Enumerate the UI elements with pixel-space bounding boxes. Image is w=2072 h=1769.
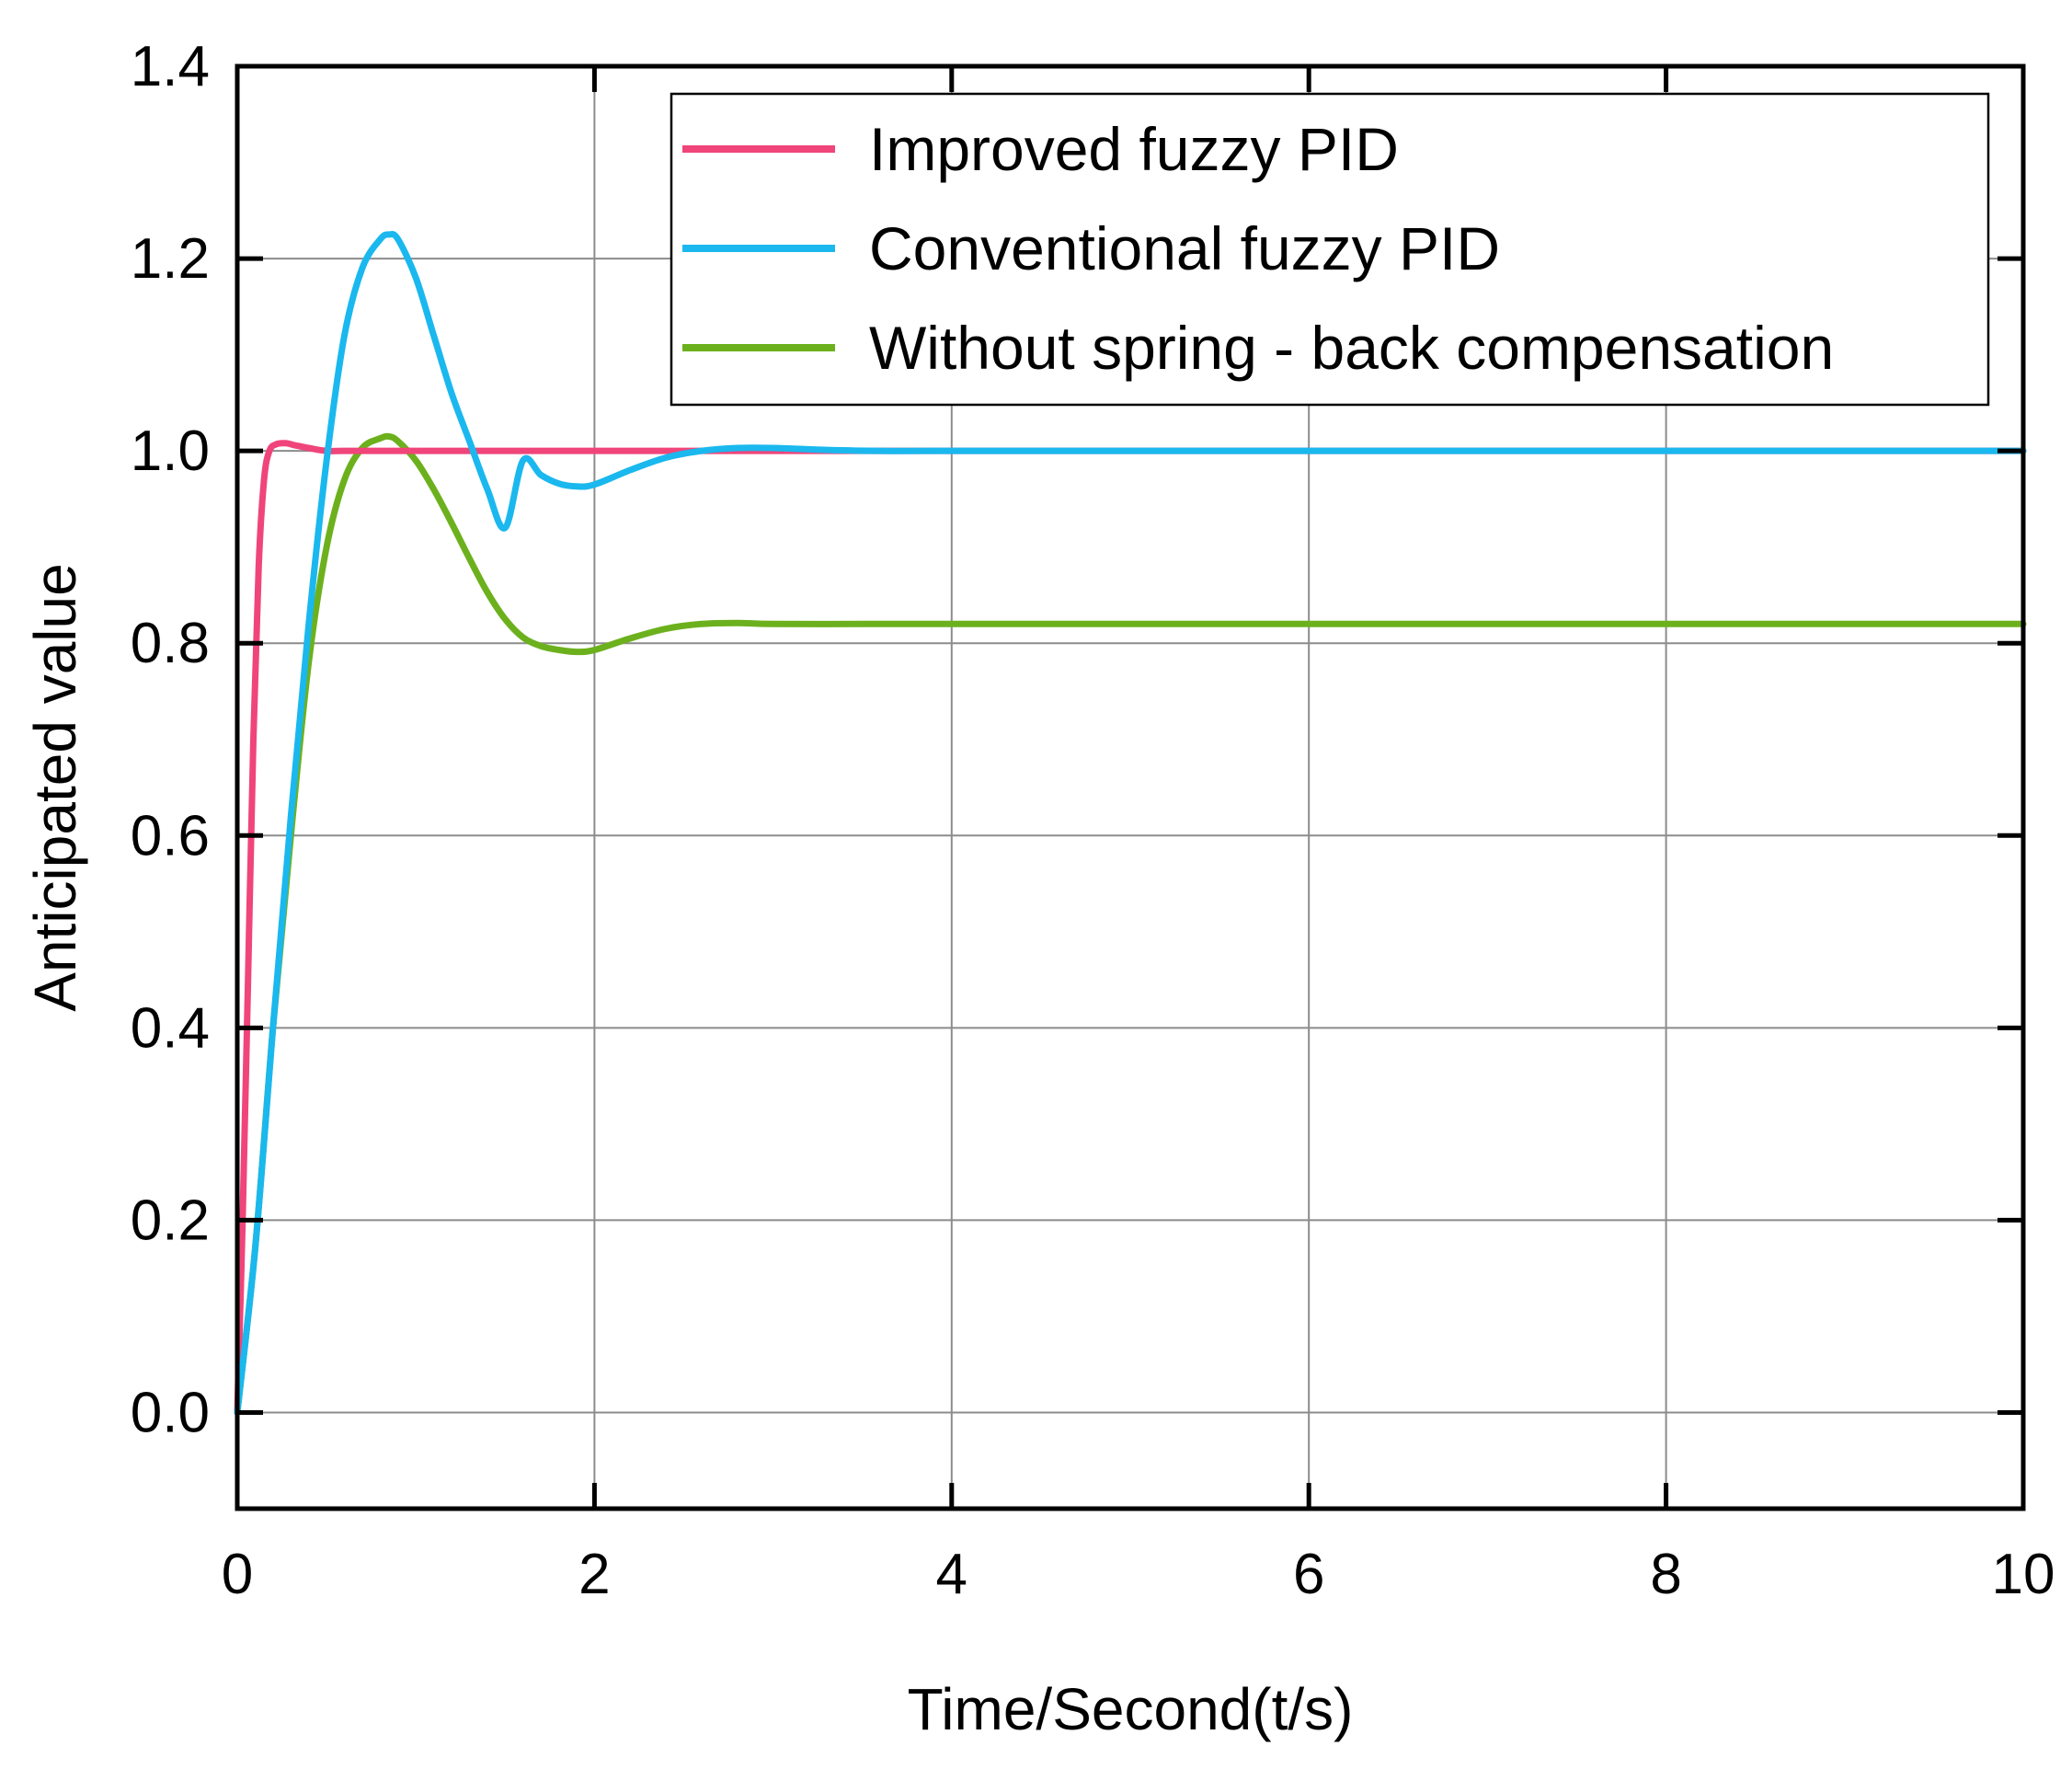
legend-label-1: Improved fuzzy PID	[869, 115, 1399, 183]
legend-box	[670, 92, 1990, 407]
series-lines	[234, 231, 2027, 1416]
y-tick-label: 1.2	[131, 227, 210, 291]
y-tick-label: 0.6	[131, 804, 210, 867]
x-tick-label: 0	[222, 1543, 253, 1606]
y-axis-title: Anticipated value	[22, 563, 88, 1011]
x-tick-label: 4	[936, 1543, 967, 1606]
plot-frame	[235, 63, 2026, 1511]
y-tick-label: 1.4	[131, 35, 210, 98]
legend-label-2: Conventional fuzzy PID	[869, 214, 1500, 282]
tick-labels: 0 2 4 6 8 10 0.0 0.2 0.4 0.6 0.8 1.0 1.2 1.4	[131, 35, 2055, 1606]
x-tick-label: 2	[578, 1543, 610, 1606]
x-tick-label: 8	[1650, 1543, 1681, 1606]
y-tick-label: 0.8	[131, 612, 210, 675]
x-tick-label: 6	[1293, 1543, 1324, 1606]
legend: Improved fuzzy PID Conventional fuzzy PID…	[670, 92, 1990, 407]
y-tick-label: 0.4	[131, 996, 210, 1060]
y-tick-label: 1.0	[131, 419, 210, 483]
x-axis-title: Time/Second(t/s)	[908, 1676, 1354, 1742]
y-tick-label: 0.2	[131, 1189, 210, 1252]
y-tick-label: 0.0	[131, 1381, 210, 1444]
legend-label-3: Without spring - back compensation	[869, 314, 1834, 382]
x-tick-label: 10	[1992, 1543, 2055, 1606]
series-line-2	[234, 231, 2027, 1416]
